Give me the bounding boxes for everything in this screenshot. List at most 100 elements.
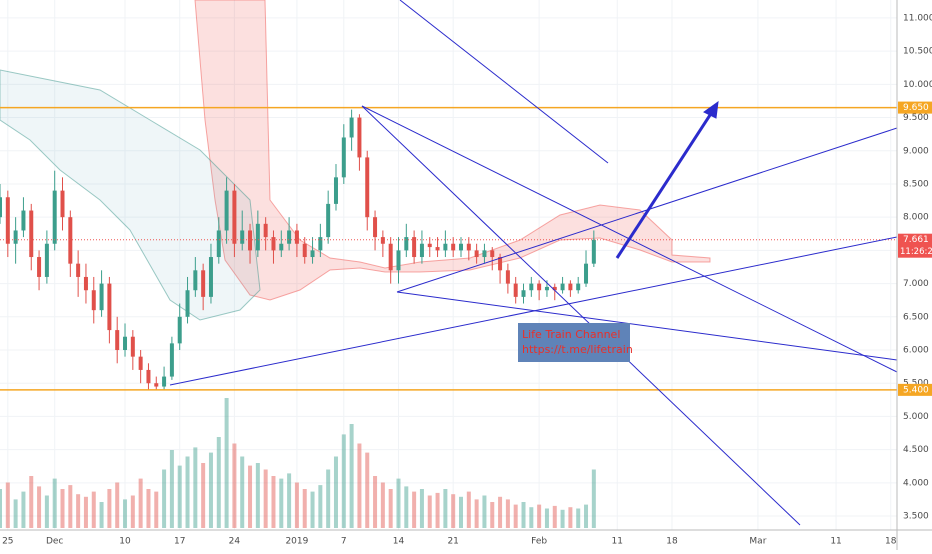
candle-body [310,250,315,258]
x-tick-label: 7 [341,537,347,547]
y-tick-label: 4.000 [903,478,929,488]
candle-body [68,217,73,264]
candle-body [474,250,479,258]
y-tick-label: 6.500 [903,312,929,322]
volume-bar [68,485,73,528]
volume-bar [498,496,503,528]
candle-body [482,250,487,258]
y-tick-label: 5.000 [903,412,929,422]
candle-body [365,157,370,218]
candle-body [380,237,385,244]
volume-bar [326,469,331,528]
candle-body [107,283,112,331]
volume-bar [130,495,135,528]
volume-bar [5,482,10,528]
volume-bar [505,499,510,528]
volume-bar [162,469,167,528]
volume-bar [52,478,57,528]
volume-bar [29,476,34,528]
candle-body [52,190,57,244]
volume-bar [83,496,88,528]
x-tick-label: 25 [2,537,13,547]
trendline [396,291,898,361]
candle-body [279,243,284,251]
y-tick-label: 9.500 [903,113,929,123]
volume-bar [544,508,549,528]
candle-body [552,286,557,291]
y-tick-label: 8.000 [903,213,929,223]
volume-bar [521,502,526,528]
y-tick-label: 5.500 [903,379,929,389]
candle-body [91,290,96,311]
volume-bar [21,491,26,528]
candle-body [0,197,2,218]
volume-bar [146,489,151,528]
volume-bar [459,496,464,528]
candle-body [505,270,510,284]
volume-bar [529,507,534,528]
volume-bar [560,509,565,528]
level-label: 9.650 [903,103,929,113]
trendline [399,0,609,164]
candle-body [584,263,589,284]
volume-bar [177,465,182,528]
y-tick-label: 10.000 [903,80,932,90]
candle-body [240,230,245,244]
candle-body [537,283,542,291]
candle-body [513,283,518,297]
volume-bar [44,495,49,528]
volume-bar [388,489,393,528]
x-tick-label: 14 [393,537,405,547]
volume-bar [240,456,245,528]
candle-body [427,243,432,248]
volume-bar [466,491,471,528]
volume-bar [255,463,260,528]
volume-bar [99,502,104,528]
trendline [361,105,801,526]
x-tick-label: 24 [229,537,241,547]
volume-bar [482,495,487,528]
candle-body [349,117,354,138]
volume-bar [357,443,362,528]
ichimoku-cloud [194,0,711,301]
volume-bar [115,482,120,528]
volume-bar [513,504,518,528]
volume-bar [123,499,128,528]
candle-body [162,376,167,387]
candle-body [412,237,417,258]
volume-bar [396,478,401,528]
candle-body [287,230,292,244]
volume-bar [365,452,370,528]
volume-bar [76,494,81,528]
volume-bar [224,398,229,528]
candle-body [326,203,331,238]
level-tag [898,383,932,396]
level-tag [898,101,932,114]
volume-bar [208,452,213,528]
volume-bar [490,502,495,528]
volume-bar [427,495,432,528]
volume-bar [412,491,417,528]
candle-body [560,283,565,291]
trendlines [169,0,898,526]
x-tick-label: Mar [749,537,766,547]
x-tick-label: 10 [119,537,131,547]
volume-bar [373,476,378,528]
volume-bar [232,443,237,528]
volume-bar [216,437,221,528]
candle-body [201,270,206,297]
candle-body [466,243,471,251]
price-axis [897,0,932,550]
candle-body [396,250,401,271]
candle-body [435,247,440,251]
x-tick-label: 18 [666,537,678,547]
volume-bar [248,465,253,528]
volume-bar [591,469,596,528]
candle-body [76,263,81,277]
candle-body [123,336,128,351]
volume-bar [185,456,190,528]
candle-body [115,330,120,351]
candle-body [357,117,362,158]
volume-bar [0,489,2,528]
arrow [615,111,714,259]
